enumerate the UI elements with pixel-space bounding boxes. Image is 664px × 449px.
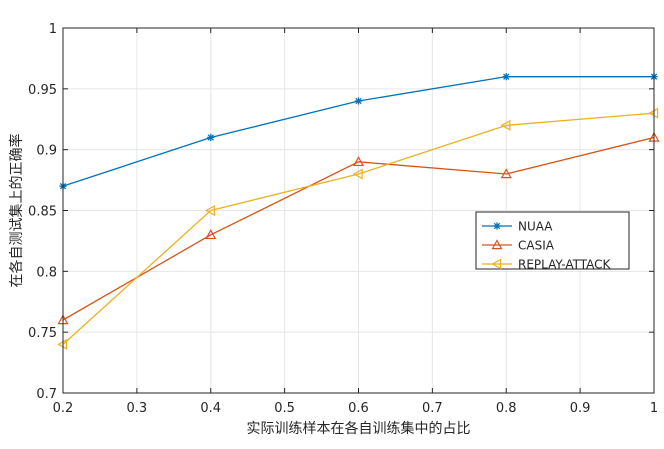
legend-label: NUAA bbox=[518, 220, 553, 234]
data-point bbox=[352, 168, 363, 180]
legend: NUAA CASIA REPLAY-ATTACK bbox=[475, 211, 630, 272]
x-tick-label: 0.7 bbox=[422, 401, 443, 416]
x-tick-label: 0.8 bbox=[496, 401, 517, 416]
legend-marker bbox=[491, 239, 503, 250]
asterisk-stroke bbox=[355, 97, 362, 105]
data-point bbox=[500, 119, 511, 131]
y-tick-label: 0.85 bbox=[28, 205, 57, 220]
x-tick-label: 0.6 bbox=[348, 401, 369, 416]
asterisk-stroke bbox=[207, 134, 214, 141]
y-tick-label: 0.9 bbox=[36, 144, 57, 159]
data-point bbox=[502, 73, 510, 81]
x-tick-label: 0.5 bbox=[274, 401, 295, 416]
legend-box bbox=[475, 211, 630, 270]
asterisk-stroke bbox=[503, 73, 510, 80]
y-tick-label: 0.7 bbox=[36, 387, 57, 402]
x-tick-label: 0.4 bbox=[200, 401, 221, 416]
legend-marker bbox=[491, 258, 502, 270]
x-axis-title: 实际训练样本在各自训练集中的占比 bbox=[247, 420, 471, 437]
x-tick-label: 1 bbox=[650, 401, 658, 416]
series-line-replay-attack bbox=[62, 112, 655, 345]
data-point bbox=[500, 168, 512, 179]
data-point bbox=[354, 97, 363, 105]
y-tick-label: 0.8 bbox=[36, 265, 57, 280]
y-tick-label: 0.95 bbox=[28, 83, 57, 98]
y-axis-title: 在各自测试集上的正确率 bbox=[8, 134, 25, 288]
y-tick-label: 1 bbox=[49, 22, 57, 37]
series-casia bbox=[57, 131, 660, 325]
x-tick-label: 0.9 bbox=[570, 401, 591, 416]
data-point bbox=[205, 204, 215, 217]
legend-label: CASIA bbox=[518, 239, 555, 253]
x-tick-label: 0.2 bbox=[53, 401, 74, 416]
series-line-casia bbox=[62, 136, 655, 321]
data-point bbox=[207, 133, 215, 142]
y-tick-label: 0.75 bbox=[28, 326, 57, 341]
x-tick-label: 0.3 bbox=[127, 401, 148, 416]
data-point bbox=[352, 156, 365, 167]
legend-label: REPLAY-ATTACK bbox=[518, 258, 612, 272]
legend-marker bbox=[493, 222, 501, 230]
data-point bbox=[205, 229, 217, 240]
axis-ticks: 0.2 0.3 0.4 0.5 0.6 0.7 0.8 0.9 1 0.7 0.75 0.8 0.85 0… bbox=[28, 22, 658, 416]
asterisk-stroke bbox=[493, 222, 501, 230]
